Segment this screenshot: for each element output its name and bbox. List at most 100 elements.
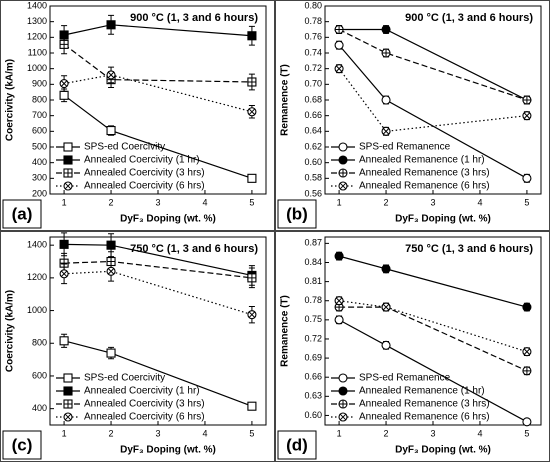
x-axis-label: DyF₃ Doping (wt. %) [120,445,216,456]
y-tick-label: 0.58 [304,173,322,183]
chart-panel: 0.56 0.58 0.60 0.62 0.64 0.66 0.68 0.70 0.72 0.74… [275,0,550,231]
marker [59,336,69,346]
marker [106,348,116,358]
marker-decoration [523,348,531,355]
legend-label: Annealed Coercivity (6 hrs) [84,412,205,423]
chart-title: 750 °C (1, 3 and 6 hours) [130,243,258,255]
y-axis-label: Coercivity (kA/m) [5,290,16,372]
x-tick-label: 4 [477,197,482,207]
series-line [63,24,252,37]
y-tick-label: 0.87 [304,238,322,248]
y-tick-label: 0.84 [304,257,322,267]
marker-decoration [64,182,72,190]
y-tick-label: 500 [32,141,47,151]
y-tick-label: 300 [32,173,47,183]
marker-decoration [522,366,531,375]
legend-label: Annealed Remanence (1 hr) [359,155,485,166]
series-line [63,94,253,179]
y-tick-label: 0.68 [304,94,322,104]
chart-panel: 0.60 0.63 0.66 0.69 0.72 0.75 0.78 0.81 0.84 0.87… [275,231,550,462]
plot-frame [324,5,542,195]
y-tick-label: 0.66 [304,110,322,120]
marker-decoration [339,169,347,177]
x-tick-label: 5 [249,197,254,207]
x-tick-label: 2 [384,428,389,438]
marker-decoration [107,71,115,79]
panel-label-box [277,199,317,229]
marker-decoration [248,108,256,115]
x-tick-label: 3 [430,197,435,207]
y-tick-label: 0.72 [304,333,322,343]
chart-title: 750 °C (1, 3 and 6 hours) [405,243,533,255]
y-tick-label: 700 [32,110,47,120]
x-tick-label: 1 [337,197,342,207]
series-line [338,68,527,132]
marker-decoration [247,273,256,282]
marker-decoration [522,96,531,104]
y-axis-label: Remanence (T) [280,295,291,367]
marker [381,340,391,350]
marker-decoration [64,400,72,408]
y-tick-label: 1200 [27,272,47,282]
marker [522,417,532,427]
x-tick-label: 5 [249,428,254,438]
y-tick-label: 0.75 [304,314,322,324]
marker-decoration [339,413,347,421]
x-tick-label: 4 [202,197,207,207]
panel-label: (c) [12,435,33,454]
marker [106,126,116,136]
marker [334,315,344,325]
y-tick-label: 1100 [28,47,47,57]
legend-marker [338,373,348,383]
legend-label: SPS-ed Coercivity [84,142,165,153]
series-line [63,43,252,83]
x-tick-label: 1 [337,428,342,438]
y-tick-label: 0.60 [304,410,322,420]
panel-label-box [2,430,42,460]
marker-decoration [523,112,531,119]
marker-decoration [339,182,347,190]
series-line [339,300,528,353]
legend-label: Annealed Coercivity (3 hrs) [84,168,205,179]
panel-label-box [2,199,42,229]
legend-label: Annealed Remanence (6 hrs) [359,412,490,423]
legend-marker [338,142,348,152]
marker-decoration [248,311,256,318]
marker [59,239,69,249]
y-axis-label: Remanence (T) [280,64,291,136]
y-tick-label: 0.62 [304,141,322,151]
panel-label-box [277,430,317,460]
x-tick-label: 3 [155,197,160,207]
panel-label: (a) [12,204,33,223]
y-axis-label: Coercivity (kA/m) [5,59,16,141]
y-tick-label: 0.70 [304,79,322,89]
legend-label: Annealed Remanence (1 hr) [359,386,485,397]
y-tick-label: 0.63 [304,391,322,401]
y-tick-label: 800 [32,94,47,104]
chart-title: 900 °C (1, 3 and 6 hours) [405,12,533,24]
marker [106,240,116,250]
marker-decoration [107,268,115,275]
y-tick-label: 1000 [27,63,47,73]
x-tick-label: 2 [384,197,389,207]
y-tick-label: 0.69 [304,352,322,362]
panel-label: (b) [286,204,308,223]
panel-border [0,0,275,231]
y-tick-label: 1400 [27,0,47,10]
y-tick-label: 1200 [27,32,47,42]
y-tick-label: 0.81 [304,276,322,286]
marker-decoration [382,128,390,135]
x-tick-label: 5 [524,197,529,207]
y-tick-label: 0.78 [304,295,322,305]
chart-title: 900 °C (1, 3 and 6 hours) [130,12,258,24]
y-tick-label: 0.66 [304,372,322,382]
marker-decoration [64,169,72,177]
x-tick-label: 3 [155,428,160,438]
legend-label: Annealed Remanence (6 hrs) [359,181,490,192]
marker [522,302,532,312]
y-tick-label: 0.60 [304,157,322,167]
x-tick-label: 2 [109,428,114,438]
legend-marker [63,155,73,165]
y-tick-label: 400 [32,157,47,167]
